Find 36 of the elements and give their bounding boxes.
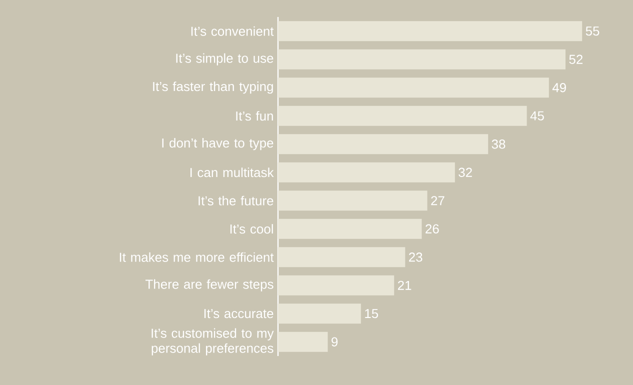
bar bbox=[278, 49, 566, 70]
bar bbox=[278, 162, 455, 182]
y-tick-label: It’s fun bbox=[236, 111, 273, 121]
data-label: 26 bbox=[426, 224, 439, 234]
y-tick-label: It makes me more efficient bbox=[120, 252, 274, 262]
y-tick-label: It’s simple to use bbox=[176, 53, 274, 66]
bar bbox=[278, 304, 361, 324]
y-tick-label: I can multitask bbox=[190, 168, 274, 178]
bar bbox=[278, 78, 549, 98]
bar bbox=[278, 134, 488, 154]
data-label: 27 bbox=[431, 196, 444, 206]
data-label: 32 bbox=[458, 168, 472, 177]
data-label: 15 bbox=[365, 309, 378, 318]
data-label: 21 bbox=[398, 280, 412, 290]
bar bbox=[278, 21, 582, 42]
data-label: 23 bbox=[409, 252, 422, 262]
data-label: 55 bbox=[586, 26, 600, 36]
bar bbox=[278, 275, 394, 296]
data-label: 49 bbox=[552, 83, 566, 92]
y-tick-label: It’s convenient bbox=[191, 26, 274, 36]
y-tick-label: I don’t have to type bbox=[162, 138, 274, 150]
y-tick-label: It’s customised to my personal preferences bbox=[152, 328, 274, 356]
y-tick-label: There are fewer steps bbox=[145, 279, 274, 292]
data-label: 9 bbox=[332, 337, 338, 346]
y-tick-label: It’s cool bbox=[230, 224, 273, 234]
bar bbox=[278, 218, 422, 239]
data-label: 52 bbox=[569, 54, 583, 64]
y-tick-label: It’s faster than typing bbox=[153, 82, 273, 94]
data-label: 45 bbox=[530, 111, 544, 120]
y-tick-label: It’s accurate bbox=[204, 309, 274, 318]
data-label: 38 bbox=[492, 140, 506, 149]
bar bbox=[278, 106, 527, 126]
bar bbox=[278, 190, 428, 211]
y-tick-label: It’s the future bbox=[198, 196, 274, 206]
bar bbox=[278, 332, 328, 352]
bar bbox=[278, 247, 406, 268]
